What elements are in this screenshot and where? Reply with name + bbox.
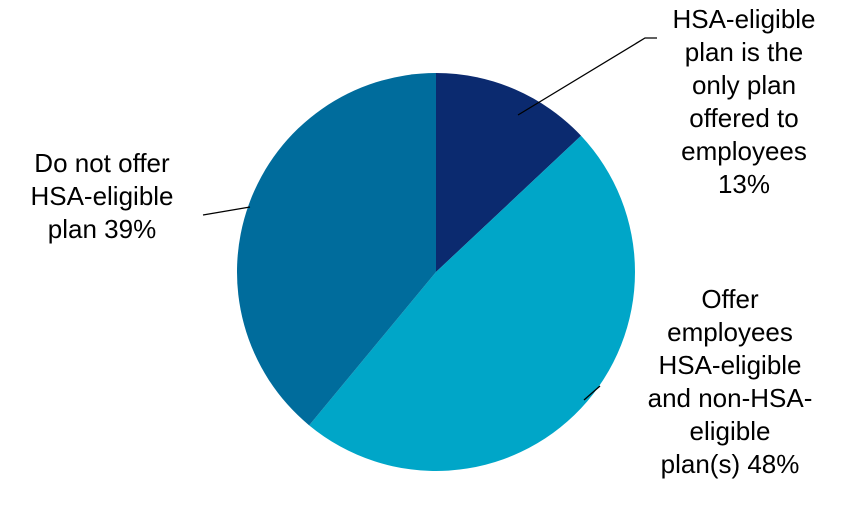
leader-lines [202,37,657,401]
slice-label-3: Do not offer HSA-eligible plan 39% [30,148,173,244]
slice-label-line: and non-HSA- [648,383,813,413]
slice-label-line: employees [667,317,793,347]
slice-label-1: HSA-eligible plan is the only plan offered … [672,4,815,199]
slice-labels: HSA-eligible plan is the only plan offered … [30,4,815,479]
slice-label-line: plan is the [685,37,804,67]
slice-label-line: HSA-eligible [658,350,801,380]
slice-label-line: 13% [718,169,770,199]
slice-label-line: only plan [692,70,796,100]
slice-label-line: eligible [690,416,771,446]
slice-label-line: employees [681,136,807,166]
pie-slice-1 [436,73,582,272]
slice-label-line: HSA-eligible [672,4,815,34]
pie-slice-3 [237,73,436,426]
leader-line-3 [202,206,251,216]
slice-label-line: plan 39% [48,214,156,244]
leader-line-1 [517,37,657,116]
slice-label-line: HSA-eligible [30,181,173,211]
slice-label-line: offered to [689,103,798,133]
slice-label-line: Do not offer [34,148,170,178]
leader-line-2 [583,385,601,401]
slice-label-2: Offer employees HSA-eligible and non-HSA-el… [648,284,813,479]
pie-slice-2 [309,135,635,471]
slice-label-line: Offer [701,284,759,314]
slice-label-line: plan(s) 48% [661,449,800,479]
pie-slices [237,73,635,471]
